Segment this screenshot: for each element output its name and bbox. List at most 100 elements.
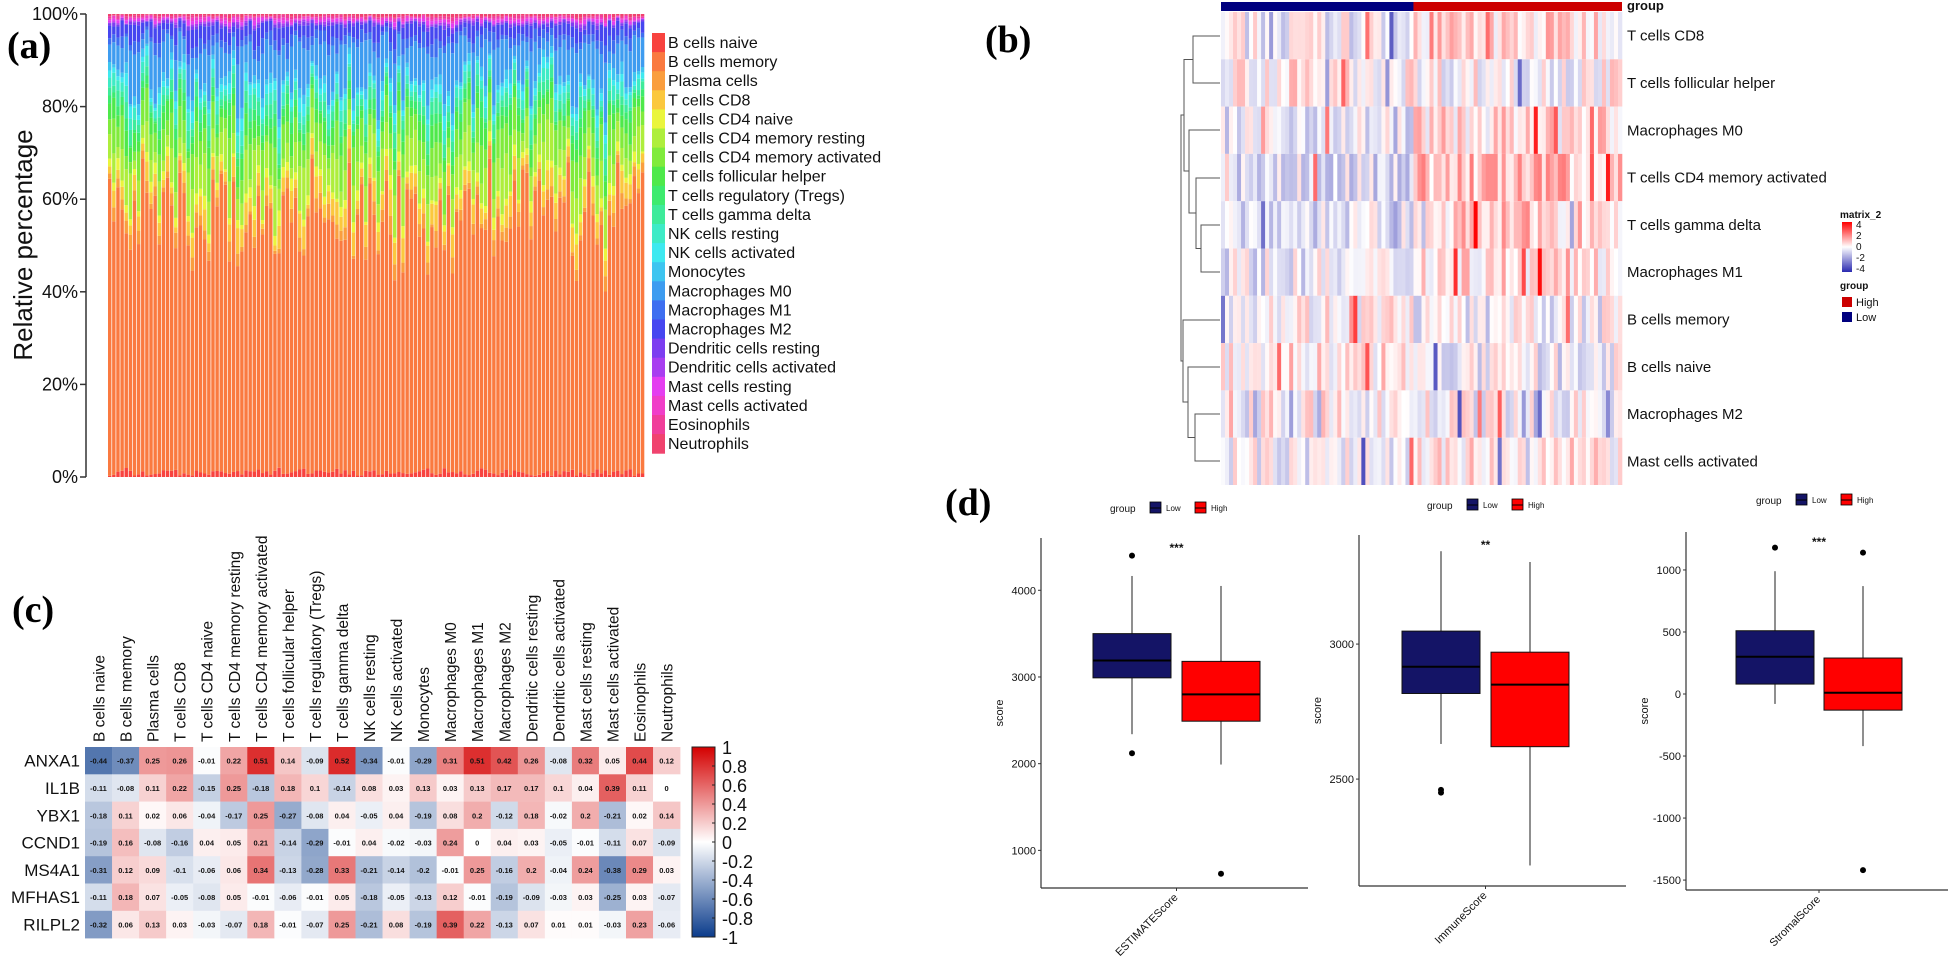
bar-segment bbox=[108, 44, 112, 63]
bar-segment bbox=[434, 247, 438, 475]
bar-segment bbox=[471, 223, 475, 235]
heatmap-cell bbox=[1505, 59, 1511, 107]
bar-segment bbox=[426, 31, 430, 47]
bar-segment bbox=[591, 105, 595, 110]
bar-segment bbox=[215, 182, 219, 191]
correlation-cell bbox=[436, 828, 464, 857]
heatmap-cell bbox=[1449, 201, 1454, 249]
bar-segment bbox=[368, 86, 372, 100]
bar-segment bbox=[326, 168, 331, 186]
correlation-cell bbox=[517, 801, 546, 830]
heatmap-cell bbox=[1313, 153, 1318, 202]
heatmap-cell bbox=[1565, 390, 1571, 438]
bar-segment bbox=[475, 17, 480, 19]
bar-segment bbox=[314, 92, 318, 99]
bar-segment bbox=[376, 254, 380, 475]
bar-segment bbox=[438, 24, 442, 26]
correlation-cell bbox=[409, 856, 437, 884]
bar-segment bbox=[269, 202, 273, 209]
correlation-cell bbox=[139, 828, 167, 857]
correlation-cell bbox=[85, 856, 113, 884]
bar-segment bbox=[587, 127, 591, 146]
correlation-value: -0.01 bbox=[469, 893, 486, 902]
bar-segment bbox=[376, 42, 380, 58]
heatmap-cell bbox=[1597, 343, 1603, 391]
heatmap-cell bbox=[1473, 106, 1478, 154]
heatmap-cell bbox=[1317, 59, 1322, 107]
heatmap-cell bbox=[1453, 295, 1458, 344]
heatmap-cell bbox=[1333, 106, 1338, 154]
correlation-value: -0.29 bbox=[415, 757, 432, 766]
sample-bar bbox=[380, 14, 385, 477]
bar-segment bbox=[178, 137, 182, 154]
heatmap-cell bbox=[1325, 106, 1330, 154]
bar-segment bbox=[516, 211, 521, 227]
bar-segment bbox=[533, 88, 537, 96]
bar-segment bbox=[318, 470, 323, 477]
bar-segment bbox=[388, 23, 393, 28]
bar-segment bbox=[108, 38, 112, 45]
heatmap-cell bbox=[1461, 295, 1466, 344]
bar-segment bbox=[525, 68, 529, 72]
bar-segment bbox=[219, 116, 223, 133]
bar-segment bbox=[285, 473, 290, 477]
heatmap-cell bbox=[1345, 12, 1350, 60]
heatmap-cell bbox=[1461, 12, 1466, 60]
bar-segment bbox=[450, 165, 455, 175]
bar-segment bbox=[632, 21, 637, 22]
heatmap-cell bbox=[1601, 201, 1607, 249]
sample-bar bbox=[264, 14, 269, 477]
heatmap-cell bbox=[1437, 106, 1442, 154]
bar-segment bbox=[636, 37, 641, 72]
bar-segment bbox=[289, 24, 294, 26]
sample-bar bbox=[541, 14, 546, 477]
bar-segment bbox=[145, 192, 149, 476]
bar-segment bbox=[306, 18, 310, 22]
heatmap-cell bbox=[1281, 106, 1286, 154]
bar-segment bbox=[636, 126, 641, 164]
bar-segment bbox=[463, 64, 467, 72]
correlation-cell bbox=[166, 747, 194, 775]
heatmap-cell bbox=[1385, 201, 1390, 249]
bar-segment bbox=[203, 20, 207, 23]
bar-segment bbox=[467, 19, 471, 21]
bar-segment bbox=[157, 130, 161, 140]
bar-segment bbox=[347, 80, 352, 89]
bar-segment bbox=[293, 172, 298, 180]
bar-segment bbox=[318, 16, 323, 18]
bar-segment bbox=[153, 108, 157, 111]
bar-segment bbox=[231, 36, 236, 51]
heatmap-cell bbox=[1513, 343, 1519, 391]
bar-segment bbox=[211, 86, 215, 96]
sample-bar bbox=[525, 14, 529, 477]
bar-segment bbox=[120, 14, 124, 16]
bar-segment bbox=[136, 216, 141, 231]
bar-segment bbox=[496, 39, 500, 48]
bar-segment bbox=[240, 130, 244, 146]
heatmap-cell bbox=[1253, 153, 1258, 202]
correlation-cell bbox=[382, 856, 410, 884]
bar-segment bbox=[252, 206, 257, 220]
bar-segment bbox=[599, 106, 603, 112]
sample-bar bbox=[434, 14, 438, 477]
sample-bar bbox=[364, 14, 368, 477]
bar-segment bbox=[558, 109, 562, 112]
bar-segment bbox=[190, 30, 195, 49]
bar-segment bbox=[153, 18, 157, 21]
bar-segment bbox=[430, 224, 434, 228]
bar-segment bbox=[413, 129, 418, 166]
bar-segment bbox=[599, 14, 603, 15]
bar-segment bbox=[132, 169, 137, 175]
bar-segment bbox=[236, 220, 240, 229]
heatmap-row bbox=[1221, 295, 1623, 344]
heatmap-cell bbox=[1601, 248, 1607, 296]
heatmap-cell bbox=[1465, 248, 1470, 296]
bar-segment bbox=[302, 226, 306, 250]
bar-segment bbox=[157, 57, 161, 88]
heatmap-cell bbox=[1245, 343, 1250, 391]
correlation-value: 0.39 bbox=[605, 784, 620, 793]
heatmap-cell bbox=[1461, 437, 1466, 485]
bar-segment bbox=[116, 158, 120, 170]
bar-segment bbox=[549, 35, 554, 47]
bar-segment bbox=[289, 46, 294, 93]
